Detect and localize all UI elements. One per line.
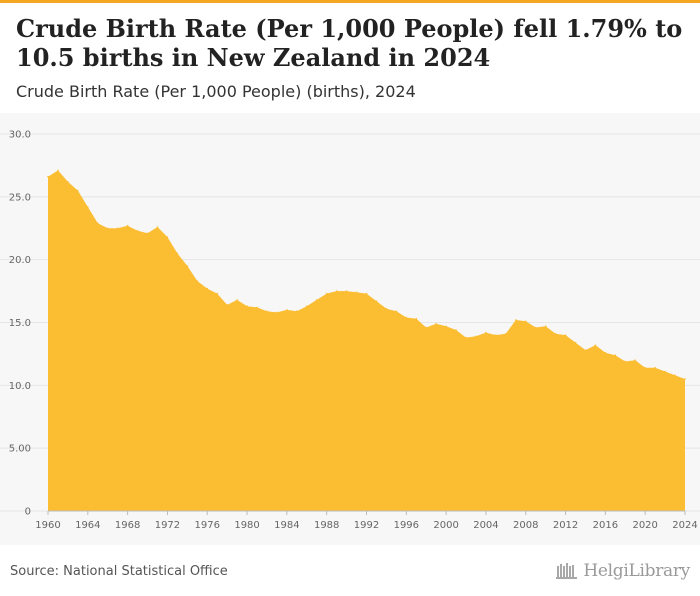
data-point (146, 232, 149, 235)
data-point (395, 310, 398, 312)
birth-rate-area (48, 170, 685, 511)
data-point (325, 292, 328, 295)
data-point (266, 310, 268, 312)
data-point (425, 326, 428, 329)
brand-name: HelgiLibrary (583, 561, 690, 581)
data-point (126, 224, 129, 227)
data-point (116, 227, 119, 230)
data-point (176, 252, 179, 255)
y-tick-label: 15.0 (9, 318, 31, 329)
data-point (495, 334, 497, 336)
data-point (534, 326, 537, 329)
x-tick-label: 2020 (632, 520, 657, 531)
data-point (435, 322, 437, 325)
data-point (415, 317, 418, 320)
y-tick-label: 10.0 (9, 381, 31, 392)
x-tick-label: 1996 (394, 520, 419, 531)
x-tick-label: 2008 (513, 520, 538, 531)
data-point (564, 334, 567, 336)
data-point (554, 333, 557, 335)
y-tick-label: 30.0 (9, 130, 31, 141)
data-point (77, 189, 79, 192)
data-point (405, 316, 408, 319)
data-point (296, 310, 298, 312)
data-point (305, 305, 308, 307)
data-point (286, 309, 288, 311)
data-point (634, 359, 637, 362)
data-point (226, 304, 228, 306)
data-point (574, 341, 577, 344)
data-point (57, 169, 59, 172)
data-point (256, 306, 258, 309)
y-tick-label: 5.00 (9, 444, 31, 455)
chart-subtitle: Crude Birth Rate (Per 1,000 People) (bir… (16, 82, 416, 101)
data-point (196, 280, 199, 282)
x-tick-label: 1988 (314, 520, 339, 531)
data-point (614, 354, 617, 356)
x-tick-label: 2016 (593, 520, 618, 531)
data-point (186, 265, 189, 267)
x-tick-label: 1968 (115, 520, 140, 531)
x-tick-label: 1992 (354, 520, 379, 531)
x-tick-label: 2004 (473, 520, 498, 531)
data-point (524, 320, 527, 323)
x-tick-label: 1980 (234, 520, 259, 531)
data-point (594, 344, 597, 346)
data-point (514, 319, 517, 321)
data-point (365, 292, 368, 295)
data-point (544, 325, 547, 328)
data-point (206, 287, 209, 290)
data-point (345, 290, 348, 292)
data-point (475, 335, 477, 338)
data-point (654, 366, 656, 369)
data-point (485, 331, 487, 334)
data-point (664, 370, 666, 373)
data-point (674, 374, 676, 377)
data-point (47, 175, 49, 178)
data-point (684, 378, 686, 380)
x-tick-label: 2000 (433, 520, 458, 531)
data-point (67, 180, 69, 183)
x-tick-label: 2024 (672, 520, 697, 531)
data-point (136, 229, 139, 232)
data-point (604, 351, 607, 354)
x-tick-label: 1960 (35, 520, 60, 531)
data-point (335, 290, 338, 292)
library-building-icon (556, 563, 578, 579)
data-point (584, 349, 587, 351)
data-point (106, 227, 109, 230)
x-tick-label: 1984 (274, 520, 299, 531)
data-point (315, 299, 318, 301)
x-tick-label: 1976 (195, 520, 220, 531)
y-tick-label: 25.0 (9, 192, 31, 203)
data-point (465, 336, 467, 339)
brand-logo: HelgiLibrary (556, 561, 690, 581)
data-point (216, 292, 219, 295)
chart-title: Crude Birth Rate (Per 1,000 People) fell… (16, 14, 683, 72)
y-tick-label: 0 (25, 507, 31, 518)
data-point (156, 226, 159, 228)
data-point (236, 299, 238, 301)
accent-bar (0, 0, 700, 3)
data-point (355, 291, 358, 294)
source-note: Source: National Statistical Office (10, 564, 228, 579)
data-point (505, 333, 507, 335)
data-point (644, 366, 646, 369)
x-tick-label: 2012 (553, 520, 578, 531)
data-point (96, 222, 99, 225)
x-tick-label: 1964 (75, 520, 100, 531)
data-point (385, 307, 388, 310)
data-point (276, 311, 278, 314)
data-point (445, 325, 447, 328)
data-point (375, 300, 378, 302)
data-point (246, 305, 248, 307)
data-point (87, 206, 89, 208)
y-tick-label: 20.0 (9, 255, 31, 266)
data-point (166, 236, 169, 238)
x-tick-label: 1972 (155, 520, 180, 531)
data-point (624, 360, 627, 363)
data-point (455, 329, 457, 331)
